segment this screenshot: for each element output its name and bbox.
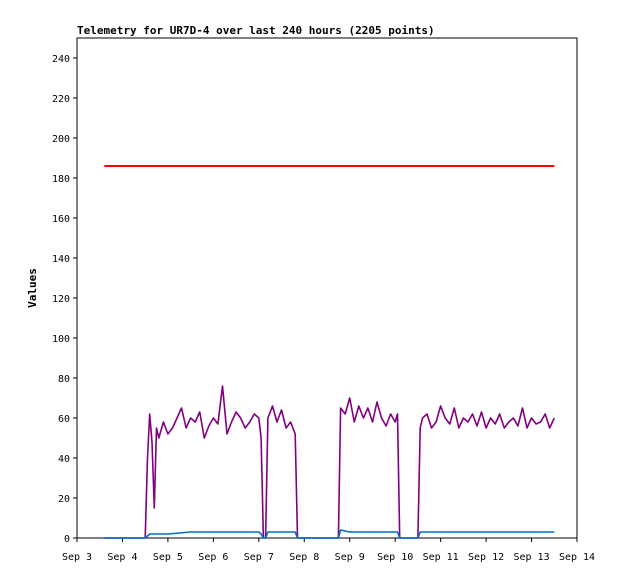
y-axis-label: Values: [26, 268, 39, 308]
y-tick-label: 120: [52, 294, 70, 305]
series-group: [104, 165, 556, 539]
y-tick-label: 240: [52, 54, 70, 65]
y-tick-label: 20: [58, 494, 70, 505]
x-axis: Sep 3 Sep 4 Sep 5 Sep 6 Sep 7 Sep 8 Sep 9 Sep 1…: [62, 538, 595, 563]
y-axis: 0 20 40 60 80 100 120 140 160 180 200 220 240: [52, 54, 77, 545]
y-tick-label: 0: [64, 534, 70, 545]
x-tick-label: Sep 13: [513, 552, 549, 563]
x-tick-label: Sep 7: [244, 552, 274, 563]
x-tick-label: Sep 12: [468, 552, 504, 563]
x-tick-label: Sep 4: [107, 552, 137, 563]
y-tick-label: 160: [52, 214, 70, 225]
x-tick-label: Sep 10: [377, 552, 413, 563]
y-tick-label: 200: [52, 134, 70, 145]
chart-title: Telemetry for UR7D-4 over last 240 hours…: [77, 24, 435, 37]
x-tick-label: Sep 11: [423, 552, 459, 563]
series-line-1: [104, 385, 556, 539]
y-tick-label: 80: [58, 374, 70, 385]
y-tick-label: 100: [52, 334, 70, 345]
x-tick-label: Sep 6: [198, 552, 228, 563]
series-line-2: [104, 529, 555, 539]
y-tick-label: 220: [52, 94, 70, 105]
x-tick-label: Sep 9: [335, 552, 365, 563]
y-tick-label: 140: [52, 254, 70, 265]
y-tick-label: 40: [58, 454, 70, 465]
x-tick-label: Sep 3: [62, 552, 92, 563]
x-tick-label: Sep 8: [289, 552, 319, 563]
x-tick-label: Sep 14: [559, 552, 595, 563]
y-tick-label: 60: [58, 414, 70, 425]
x-tick-label: Sep 5: [153, 552, 183, 563]
plot-area: [76, 37, 578, 539]
y-tick-label: 180: [52, 174, 70, 185]
